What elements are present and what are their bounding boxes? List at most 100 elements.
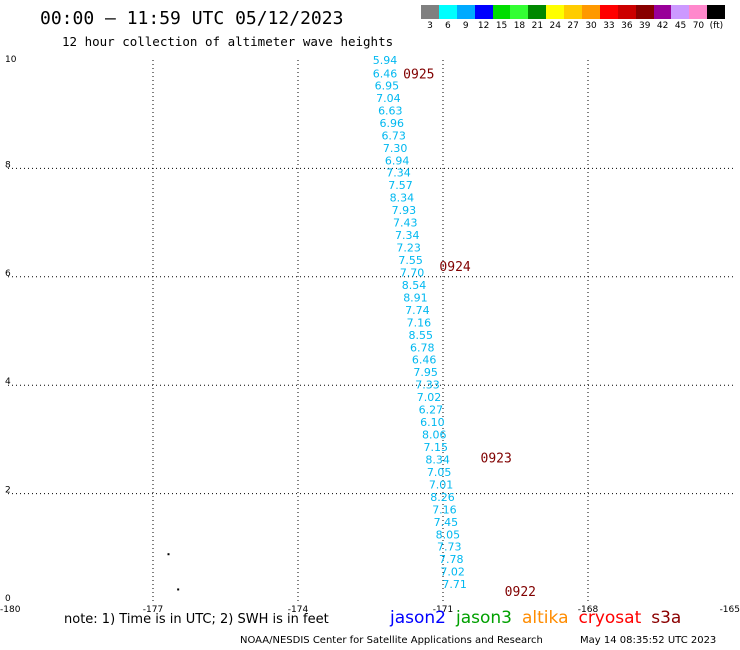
wave-height-label: 7.34 [395,229,420,242]
wave-height-label: 6.63 [378,104,403,117]
data-dot [167,553,170,556]
legend-swatch [599,5,618,19]
legend-swatch [421,5,439,19]
time-labels: 0925 0924 0923 0922 [403,68,536,601]
footer-credit: NOAA/NESDIS Center for Satellite Applica… [240,635,543,646]
wave-height-label: 7.33 [415,379,440,392]
wave-height-label: 7.95 [413,366,438,379]
wave-height-label: 6.95 [375,79,400,92]
legend-swatch [635,5,654,19]
chart-title: 00:00 – 11:59 UTC 05/12/2023 [40,8,344,29]
legend-label: 27 [567,21,579,31]
legend-label: 42 [656,21,669,31]
wave-height-label: 8.55 [409,329,434,342]
wave-height-label: 6.10 [420,416,445,429]
grid-lines [8,60,733,602]
legend-swatch [564,5,583,19]
wave-height-label: 7.34 [386,167,411,180]
y-tick-label: 8 [5,160,11,170]
wave-height-label: 7.70 [400,266,425,279]
legend-label: 30 [585,21,597,31]
legend-label: 18 [513,21,526,31]
wave-height-label: 6.46 [373,68,398,81]
wave-height-label: 6.46 [412,354,437,367]
wave-height-label: 7.93 [392,204,417,217]
satellite-name: jason2 [390,608,446,628]
legend-swatch [671,5,690,19]
wave-height-label: 7.45 [434,516,459,529]
wave-height-label: 8.05 [436,528,461,541]
wave-height-label: 7.02 [440,566,465,579]
legend-label: 15 [495,21,508,31]
color-legend: 3 6 9 12 15 18 21 24 27 30 33 36 39 42 45 70 (ft) [421,5,726,33]
legend-label: 6 [444,21,451,31]
legend-swatch [689,5,708,19]
wave-height-label: 8.34 [390,192,415,205]
legend-label: 39 [639,21,651,31]
wave-height-label: 5.94 [373,54,398,67]
wave-height-label: 7.57 [388,179,413,192]
satellite-name: s3a [651,608,682,628]
x-tick-label: -171 [433,605,453,615]
y-tick-label: 4 [5,377,11,387]
wave-height-label: 7.16 [407,316,432,329]
footer-timestamp: May 14 08:35:52 UTC 2023 [580,635,717,646]
legend-swatch [492,5,511,19]
time-label: 0924 [439,260,470,275]
legend-swatch [653,5,672,19]
legend-label: 3 [427,21,433,31]
satellite-name: altika [522,608,569,628]
wave-height-label: 7.74 [405,304,430,317]
wave-height-label: 7.73 [437,541,462,554]
legend-swatch [617,5,636,19]
wave-height-label: 7.01 [429,478,454,491]
y-tick-label: 10 [5,55,17,65]
legend-label: 36 [621,21,633,31]
wave-height-label: 8.91 [403,291,428,304]
legend-label: 45 [674,21,687,31]
wave-height-label: 6.94 [385,154,410,167]
wave-height-label: 7.05 [427,466,452,479]
wave-height-label: 7.30 [383,142,408,155]
legend-label: 12 [477,21,490,31]
wave-height-label: 7.04 [376,92,401,105]
legend-swatch [438,5,457,19]
wave-height-label: 7.23 [396,242,421,255]
legend-swatch [456,5,475,19]
wave-height-label: 6.96 [380,117,405,130]
wave-height-label: 7.16 [432,503,457,516]
y-tick-label: 2 [5,486,11,496]
x-tick-label: -180 [0,605,21,615]
chart-subtitle: 12 hour collection of altimeter wave hei… [62,34,394,49]
legend-swatch [528,5,547,19]
legend-swatch [707,5,726,19]
wave-height-label: 7.55 [398,254,423,267]
legend-swatch [474,5,493,19]
wave-height-label: 8.34 [425,453,450,466]
data-dot [177,588,180,591]
legend-label: 24 [549,21,561,31]
satellite-legend: jason2 jason3 altika cryosat s3a [390,608,691,628]
time-label: 0922 [505,585,536,600]
x-tick-label: -177 [143,605,163,615]
legend-labels: 3 6 9 12 15 18 21 24 27 30 33 36 39 42 45 70 (ft) [421,19,725,33]
time-label: 0923 [481,451,512,466]
legend-label: 9 [462,21,469,31]
time-label: 0925 [403,68,434,83]
wave-height-label: 8.06 [422,429,447,442]
wave-height-label: 7.02 [417,391,442,404]
legend-label: (ft) [709,21,724,31]
wave-height-label: 6.73 [381,129,406,142]
units-note: note: 1) Time is in UTC; 2) SWH is in fe… [64,612,329,627]
legend-swatch [546,5,565,19]
x-tick-label: -168 [578,605,599,615]
wave-height-label: 7.71 [442,578,467,591]
satellite-name: cryosat [578,608,642,628]
y-tick-label: 6 [5,269,11,279]
x-tick-label: -165 [720,605,740,615]
wave-height-label: 6.27 [419,404,444,417]
legend-label: 33 [603,21,615,31]
legend-label: 70 [692,21,705,31]
legend-label: 21 [531,21,544,31]
